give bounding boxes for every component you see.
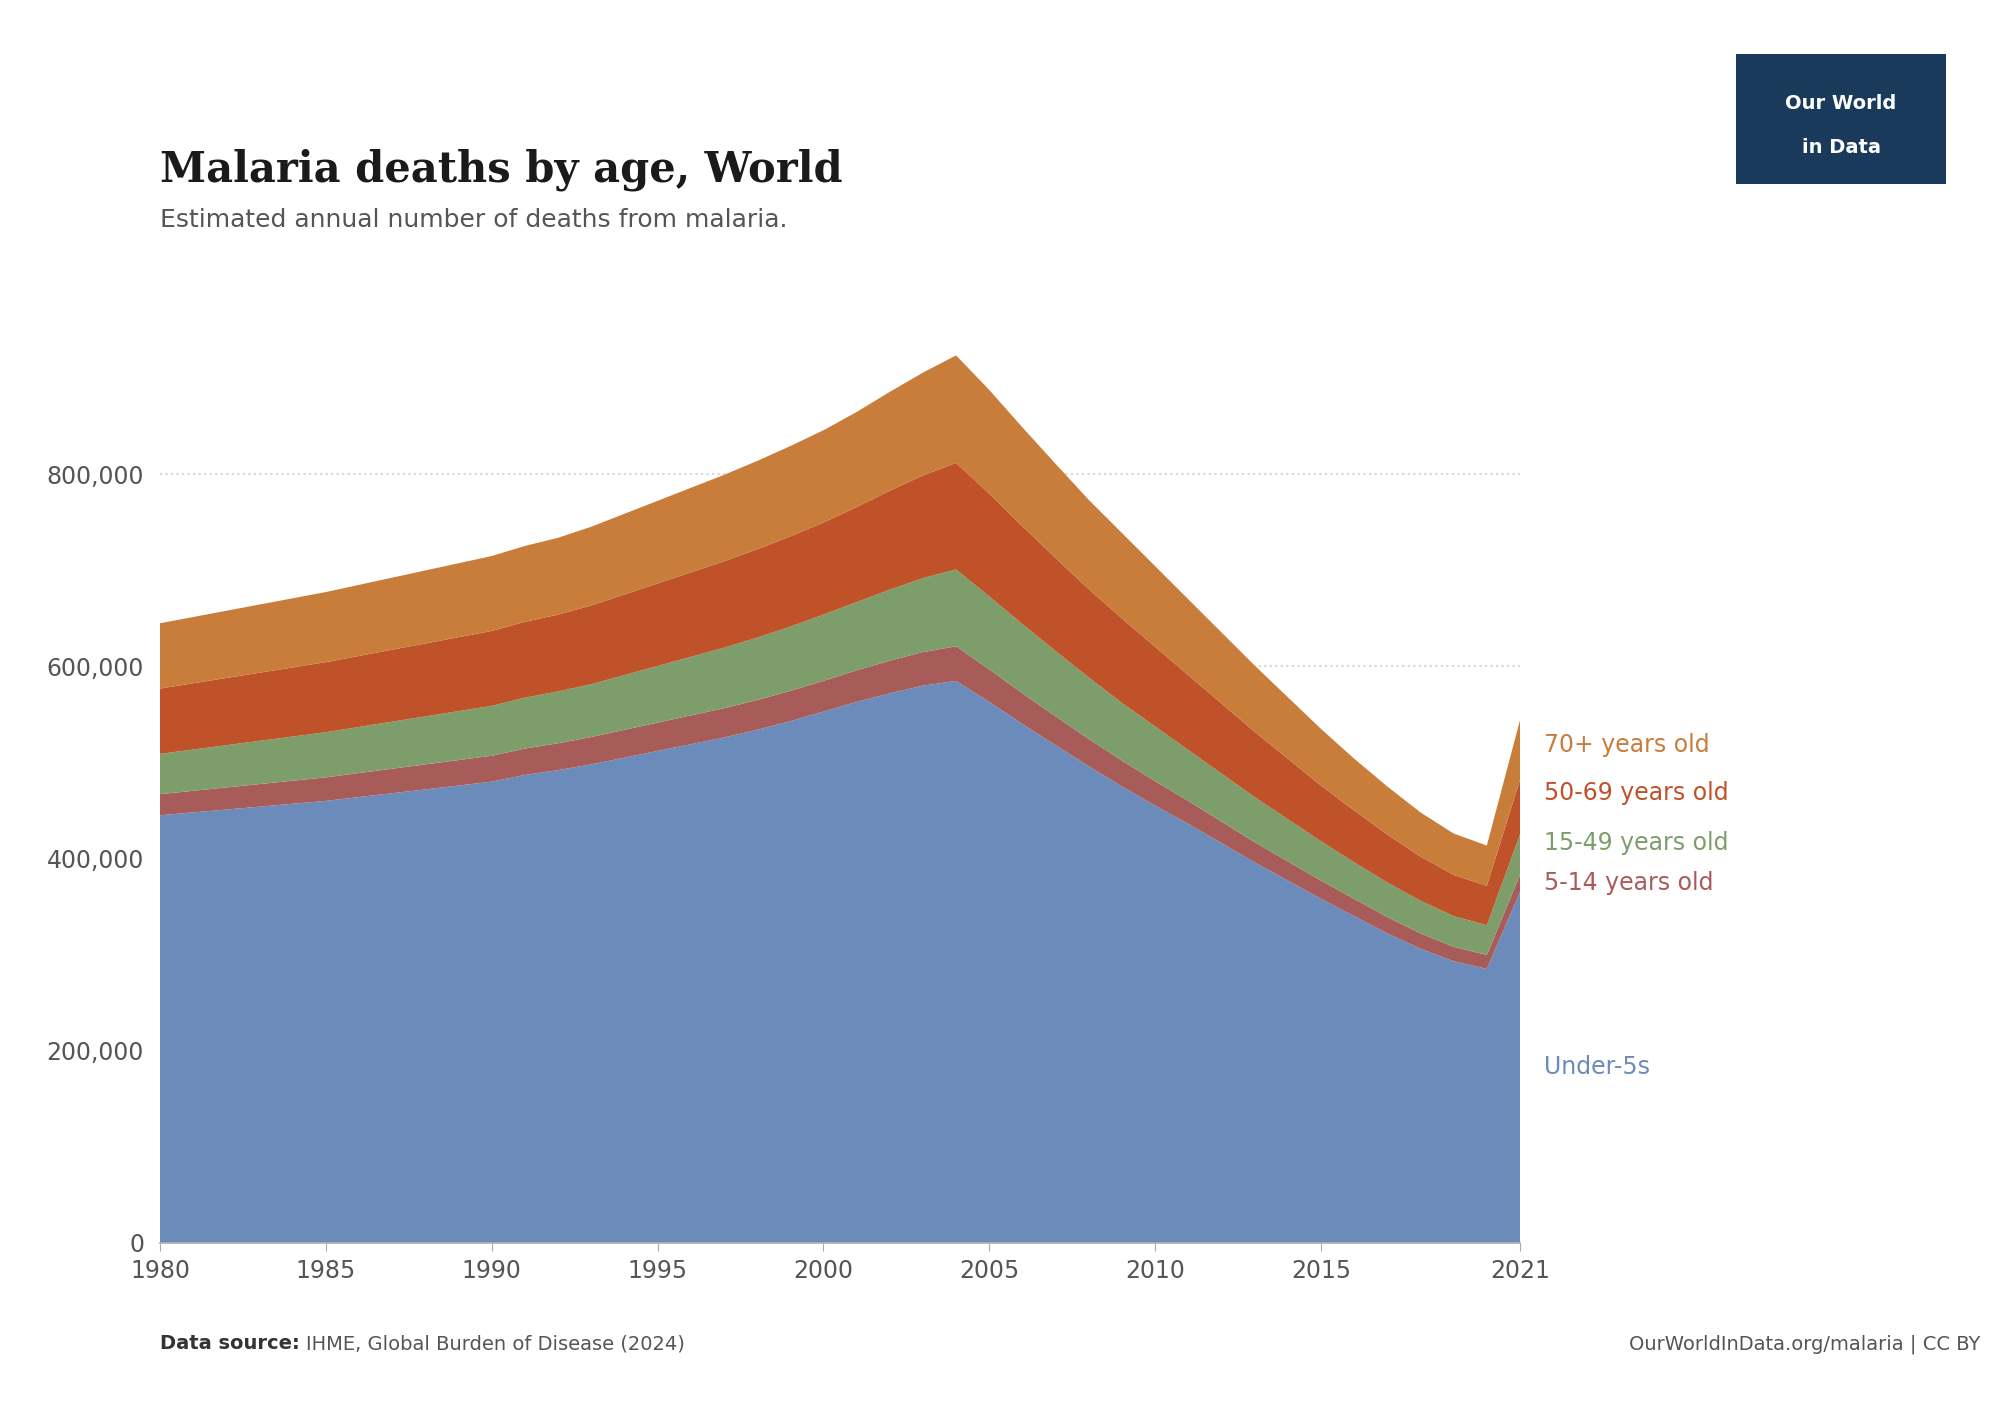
Text: 5-14 years old: 5-14 years old [1544, 871, 1714, 895]
Text: OurWorldInData.org/malaria | CC BY: OurWorldInData.org/malaria | CC BY [1628, 1334, 1980, 1354]
Text: in Data: in Data [1802, 138, 1880, 157]
Text: 70+ years old: 70+ years old [1544, 733, 1710, 757]
Text: 15-49 years old: 15-49 years old [1544, 832, 1728, 856]
Text: Data source:: Data source: [160, 1334, 306, 1353]
Text: 50-69 years old: 50-69 years old [1544, 781, 1728, 805]
Text: Malaria deaths by age, World: Malaria deaths by age, World [160, 148, 842, 191]
Text: Our World: Our World [1786, 93, 1896, 113]
Text: IHME, Global Burden of Disease (2024): IHME, Global Burden of Disease (2024) [306, 1334, 684, 1353]
Text: Estimated annual number of deaths from malaria.: Estimated annual number of deaths from m… [160, 208, 788, 232]
Text: Under-5s: Under-5s [1544, 1055, 1650, 1079]
